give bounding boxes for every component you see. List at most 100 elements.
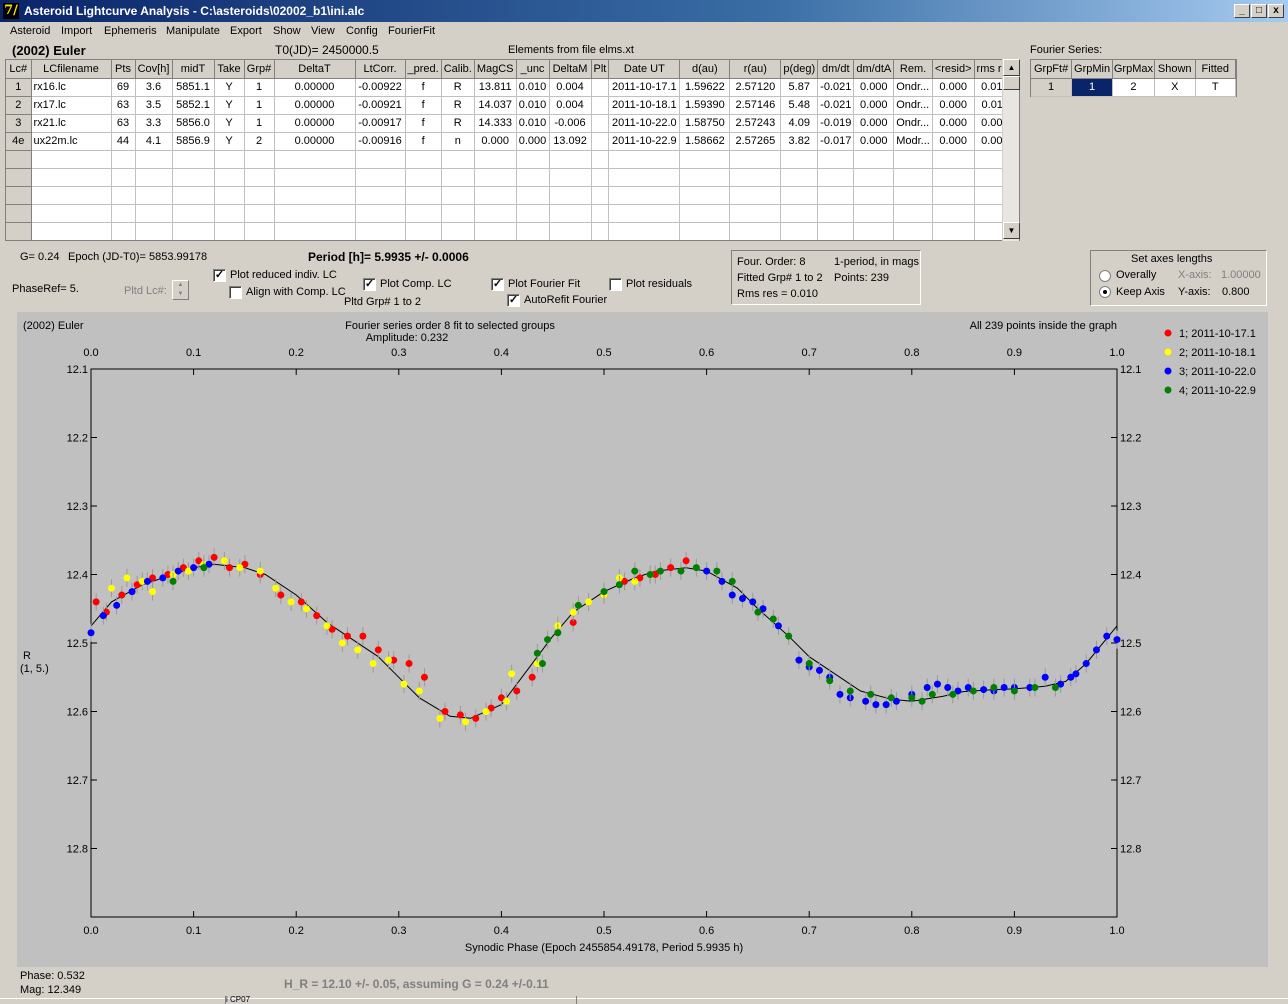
grid-cell[interactable]: 13.811	[474, 78, 517, 97]
menu-show[interactable]: Show	[273, 25, 301, 37]
grid-cell[interactable]: -0.021	[817, 96, 855, 115]
grid-cell[interactable]: 1	[244, 96, 275, 115]
grid-cell[interactable]: Y	[214, 114, 245, 133]
grid-cell[interactable]	[608, 222, 681, 240]
grid-cell[interactable]	[729, 204, 782, 223]
grid-cell[interactable]: 0.00000	[274, 78, 356, 97]
grid-cell[interactable]	[441, 222, 475, 240]
grid-cell[interactable]: -0.00922	[355, 78, 406, 97]
grid-cell[interactable]	[135, 204, 173, 223]
grid-cell[interactable]: 5.48	[780, 96, 819, 115]
grid-cell[interactable]	[591, 204, 610, 223]
grid-cell[interactable]	[729, 222, 782, 240]
plot-reduced-checkbox[interactable]: ✓	[213, 269, 226, 282]
grid-cell[interactable]	[679, 222, 731, 240]
close-button[interactable]: x	[1268, 4, 1284, 18]
grid-cell[interactable]: 1	[244, 114, 275, 133]
grid-cell[interactable]: 63	[111, 114, 136, 133]
menu-config[interactable]: Config	[346, 25, 378, 37]
grid-cell[interactable]	[474, 222, 517, 240]
grid-cell[interactable]: 3.6	[135, 78, 173, 97]
grid-cell[interactable]	[355, 186, 406, 205]
grid-cell[interactable]: R	[441, 78, 475, 97]
grid-cell[interactable]: 2.57243	[729, 114, 782, 133]
grid-cell[interactable]	[780, 186, 819, 205]
grid-cell[interactable]: f	[405, 114, 442, 133]
row-header[interactable]	[6, 186, 32, 205]
grid-cell[interactable]: -0.006	[549, 114, 592, 133]
plot-residuals-checkbox[interactable]	[609, 278, 622, 291]
scroll-thumb[interactable]	[1003, 76, 1020, 90]
grid-cell[interactable]: 0.000	[932, 78, 975, 97]
grid-cell[interactable]	[244, 222, 275, 240]
table-row[interactable]: 3 rx21.lc 63 3.3 5856.0 Y 1 0.00000 -0.00917 f R 14…	[6, 114, 1017, 133]
autorefit-checkbox[interactable]: ✓	[507, 294, 520, 307]
lightcurve-grid[interactable]: Lc# LCfilename Pts Cov[h] midT Take Grp# DeltaT…	[5, 59, 1020, 241]
grid-col-22[interactable]: <resid>	[932, 60, 975, 79]
grid-cell[interactable]: n	[441, 132, 475, 151]
grid-cell[interactable]	[244, 204, 275, 223]
menu-ephemeris[interactable]: Ephemeris	[104, 25, 157, 37]
table-row[interactable]: 1 rx16.lc 69 3.6 5851.1 Y 1 0.00000 -0.00922 f R 13…	[6, 78, 1017, 97]
scroll-up-button[interactable]: ▲	[1003, 59, 1020, 76]
grid-cell[interactable]: rx21.lc	[31, 114, 112, 133]
grid-cell[interactable]: 2011-10-17.1	[608, 78, 681, 97]
grid-cell[interactable]	[729, 150, 782, 169]
grid-cell[interactable]: 0.00000	[274, 132, 356, 151]
row-header[interactable]	[6, 168, 32, 187]
grid-cell[interactable]: 5852.1	[172, 96, 215, 115]
grid-col-5[interactable]: Take	[214, 60, 245, 79]
grid-cell[interactable]	[31, 150, 112, 169]
grid-cell[interactable]	[817, 168, 855, 187]
grid-cell[interactable]: Ondr...	[893, 114, 933, 133]
grid-cell[interactable]: 1.58662	[679, 132, 731, 151]
row-header[interactable]: 2	[6, 96, 32, 115]
maximize-button[interactable]: □	[1251, 4, 1267, 18]
grid-cell[interactable]	[405, 204, 442, 223]
grid-cell[interactable]	[853, 168, 895, 187]
grid-cell[interactable]	[729, 168, 782, 187]
grid-cell[interactable]	[853, 222, 895, 240]
grid-cell[interactable]	[932, 222, 975, 240]
grid-col-17[interactable]: r(au)	[729, 60, 782, 79]
grid-cell[interactable]: 3.3	[135, 114, 173, 133]
grid-col-10[interactable]: Calib.	[441, 60, 475, 79]
keep-axis-radio[interactable]	[1099, 286, 1111, 298]
grid-cell[interactable]	[591, 132, 610, 151]
row-header[interactable]	[6, 222, 32, 240]
grid-col-19[interactable]: dm/dt	[817, 60, 855, 79]
grid-cell[interactable]	[474, 150, 517, 169]
grid-cell[interactable]	[679, 168, 731, 187]
align-comp-checkbox[interactable]	[229, 286, 242, 299]
grid-cell[interactable]	[135, 222, 173, 240]
grid-cell[interactable]	[679, 150, 731, 169]
plot-comp-checkbox[interactable]: ✓	[363, 278, 376, 291]
grid-cell[interactable]: 2011-10-22.0	[608, 114, 681, 133]
fourier-col-shown[interactable]: Shown	[1154, 60, 1196, 79]
grid-cell[interactable]: 5856.9	[172, 132, 215, 151]
grid-cell[interactable]: -0.00916	[355, 132, 406, 151]
grid-cell[interactable]: 0.000	[853, 96, 895, 115]
grid-cell[interactable]: 0.00000	[274, 114, 356, 133]
grid-cell[interactable]	[441, 150, 475, 169]
grid-cell[interactable]: 4.09	[780, 114, 819, 133]
grid-cell[interactable]	[111, 168, 136, 187]
grid-cell[interactable]	[274, 186, 356, 205]
grid-cell[interactable]: 0.000	[932, 114, 975, 133]
grid-cell[interactable]	[608, 150, 681, 169]
grid-cell[interactable]	[516, 168, 550, 187]
grid-cell[interactable]	[274, 150, 356, 169]
grid-cell[interactable]: f	[405, 78, 442, 97]
fourier-cell-fitted[interactable]: T	[1195, 78, 1237, 97]
grid-cell[interactable]	[591, 78, 610, 97]
grid-cell[interactable]: 2.57120	[729, 78, 782, 97]
grid-cell[interactable]	[608, 186, 681, 205]
grid-cell[interactable]	[932, 168, 975, 187]
grid-col-14[interactable]: Plt	[591, 60, 610, 79]
fourier-col-grpmin[interactable]: GrpMin	[1071, 60, 1113, 79]
grid-cell[interactable]	[932, 186, 975, 205]
grid-cell[interactable]: 44	[111, 132, 136, 151]
grid-cell[interactable]	[932, 150, 975, 169]
empty-row[interactable]	[6, 150, 1017, 169]
grid-cell[interactable]	[780, 150, 819, 169]
